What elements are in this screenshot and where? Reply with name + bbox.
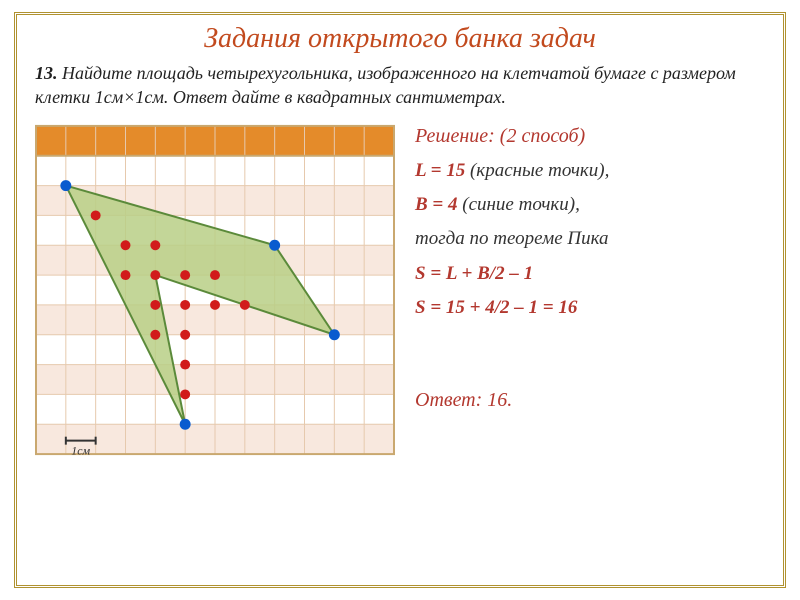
solution-block: Решение: (2 способ) L = 15 (красные точк…	[415, 120, 765, 460]
slide-title: Задания открытого банка задач	[35, 23, 765, 55]
solution-line-3: тогда по теореме Пика	[415, 224, 765, 254]
solution-line-2: B = 4 (синие точки),	[415, 190, 765, 220]
l-value: L = 15	[415, 160, 465, 181]
content-row: 1см Решение: (2 способ) L = 15 (красные …	[35, 120, 765, 460]
problem-body: Найдите площадь четырехугольника, изобра…	[35, 63, 736, 107]
problem-text: 13. Найдите площадь четырехугольника, из…	[35, 61, 765, 110]
slide-frame: Задания открытого банка задач 13. Найдит…	[14, 12, 786, 588]
solution-line-5: S = 15 + 4/2 – 1 = 16	[415, 293, 765, 323]
l-desc: (красные точки),	[465, 160, 609, 181]
b-desc: (синие точки),	[458, 194, 580, 215]
grid-svg: 1см	[35, 120, 395, 460]
solution-heading: Решение: (2 способ)	[415, 120, 765, 152]
solution-line-1: L = 15 (красные точки),	[415, 156, 765, 186]
b-value: B = 4	[415, 194, 458, 215]
grid-diagram: 1см	[35, 120, 395, 460]
solution-line-4: S = L + B/2 – 1	[415, 259, 765, 289]
problem-number: 13.	[35, 63, 58, 83]
svg-text:1см: 1см	[71, 443, 90, 457]
answer-text: Ответ: 16.	[415, 384, 765, 416]
